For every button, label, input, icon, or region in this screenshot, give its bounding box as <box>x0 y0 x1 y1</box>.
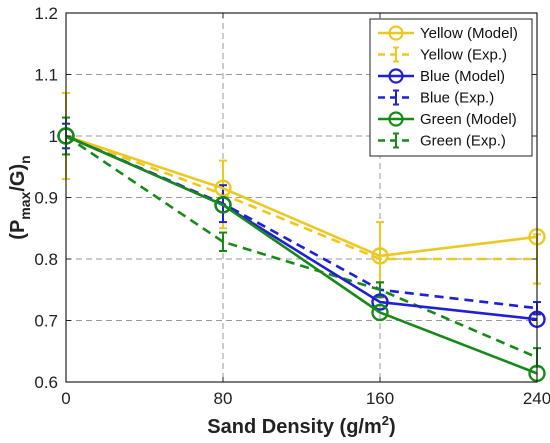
x-axis-label-sup: 2 <box>382 413 389 428</box>
series-line <box>65 134 538 258</box>
legend-label: Blue (Model) <box>420 68 505 85</box>
y-tick-label: 0.8 <box>34 250 58 269</box>
data-point <box>214 196 232 214</box>
legend-label: Green (Exp.) <box>420 133 506 150</box>
x-tick-label: 80 <box>214 389 233 408</box>
legend-item: Blue (Exp.) <box>378 89 494 107</box>
legend-label: Green (Model) <box>420 111 517 128</box>
legend-marker <box>388 111 404 127</box>
y-tick-label: 1 <box>49 127 58 146</box>
x-tick-label: 0 <box>61 389 70 408</box>
x-axis-label-end: ) <box>389 416 396 438</box>
y-axis-label-mid: /G) <box>7 164 29 192</box>
y-axis-label-sub1: max <box>17 191 33 219</box>
legend-marker <box>388 68 404 84</box>
series-line <box>65 134 538 375</box>
tick-labels: 0.6 0.7 0.8 0.9 1 1.1 1.2 0 80 160 240 <box>34 4 550 408</box>
y-tick-label: 1.1 <box>34 66 58 85</box>
x-tick-label: 240 <box>523 389 550 408</box>
legend-item: Yellow (Model) <box>378 25 518 42</box>
legend-label: Yellow (Exp.) <box>420 47 507 64</box>
y-tick-label: 0.6 <box>34 373 58 392</box>
series-line <box>65 134 537 261</box>
x-tick-label: 160 <box>366 389 394 408</box>
legend: Yellow (Model) Yellow (Exp.) Blue (Model) B… <box>369 18 533 157</box>
y-axis-label-sub2: n <box>17 155 33 164</box>
legend-item: Yellow (Exp.) <box>378 46 507 64</box>
x-axis-label: Sand Density (g/m2) <box>207 413 395 438</box>
legend-label: Blue (Exp.) <box>420 90 494 107</box>
data-point <box>371 247 389 265</box>
legend-item: Green (Model) <box>378 111 517 128</box>
legend-item: Green (Exp.) <box>378 132 506 150</box>
legend-item: Blue (Model) <box>378 68 505 85</box>
series-line <box>65 134 538 359</box>
y-tick-label: 0.9 <box>34 189 58 208</box>
data-point <box>371 293 389 311</box>
legend-label: Yellow (Model) <box>420 25 518 42</box>
y-tick-label: 0.7 <box>34 312 58 331</box>
y-axis-label-open: (P <box>7 220 29 240</box>
y-tick-label: 1.2 <box>34 4 58 23</box>
series-line <box>65 134 538 310</box>
x-axis-label-main: Sand Density (g/m <box>207 416 381 438</box>
y-axis-label: (Pmax/G)n <box>7 155 33 239</box>
data-point <box>371 303 389 322</box>
legend-marker <box>388 25 404 41</box>
data-point <box>214 179 232 197</box>
